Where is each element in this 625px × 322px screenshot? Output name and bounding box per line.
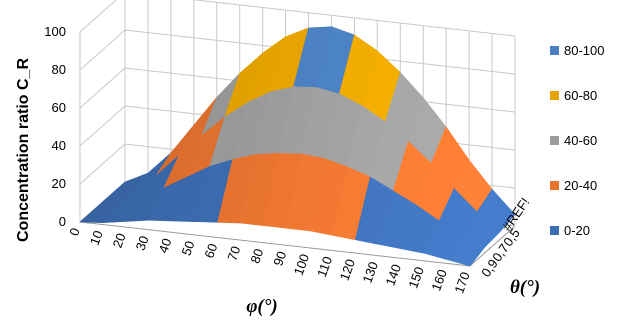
legend-label: 40-60	[564, 133, 597, 148]
x-tick-label: 90	[270, 249, 289, 268]
legend-label: 60-80	[564, 88, 597, 103]
z-tick-label: 20	[52, 176, 66, 191]
z-tick-label: 80	[52, 62, 66, 77]
x-tick-label: 80	[247, 247, 266, 266]
x-tick-label: 70	[224, 244, 243, 263]
x-tick-label: 120	[337, 257, 359, 283]
x-tick-label: 130	[360, 260, 382, 286]
x-tick-label: 50	[178, 239, 197, 258]
x-axis-ticks: 0 10 20 30 40 50 60 70 80 90 100 110 120 130 140 150 160…	[66, 226, 473, 296]
gridline	[79, 0, 516, 37]
x-tick-label: 60	[201, 241, 220, 260]
z-tick-label: 40	[52, 138, 66, 153]
x-tick-label: 150	[405, 265, 427, 291]
x-tick-label: 100	[291, 252, 313, 278]
legend-swatch	[550, 46, 559, 55]
legend: 80-100 60-80 40-60 20-40 0-20	[550, 43, 604, 238]
surface-patch	[446, 234, 486, 267]
z-axis-title: Concentration ratio C_R	[15, 58, 32, 242]
x-tick-label: 160	[428, 267, 450, 293]
legend-swatch	[550, 181, 559, 190]
depth-axis-title: θ(°)	[510, 277, 540, 298]
legend-label: 80-100	[564, 43, 604, 58]
x-tick-label: 140	[382, 262, 404, 288]
z-tick-label: 100	[44, 24, 66, 39]
x-tick-label: 0	[66, 226, 83, 238]
x-axis-title: φ(°)	[246, 296, 277, 317]
x-tick-label: 170	[451, 270, 473, 296]
legend-swatch	[550, 226, 559, 235]
depth-axis-line	[469, 225, 516, 267]
z-tick-label: 0	[59, 214, 66, 229]
z-tick-label: 60	[52, 100, 66, 115]
x-tick-label: 110	[314, 254, 335, 279]
legend-swatch	[550, 136, 559, 145]
x-axis-line	[79, 221, 471, 267]
legend-label: 0-20	[564, 223, 590, 238]
legend-label: 20-40	[564, 178, 597, 193]
x-tick-label: 20	[110, 231, 129, 250]
z-axis-ticks: 0 20 40 60 80 100	[44, 24, 66, 229]
legend-swatch	[550, 91, 559, 100]
x-tick-label: 40	[156, 236, 175, 255]
x-tick-label: 10	[87, 228, 106, 247]
x-tick-label: 30	[133, 234, 152, 253]
surface-plot	[79, 26, 516, 267]
